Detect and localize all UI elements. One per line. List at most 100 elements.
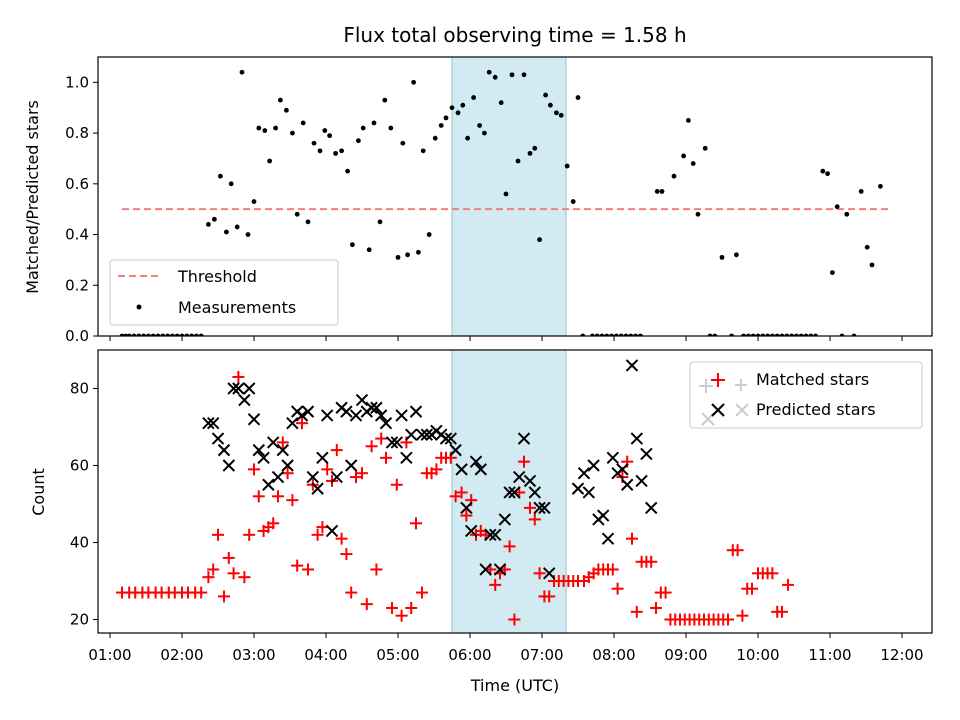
measurement-point: [388, 125, 394, 131]
predicted-point: [528, 486, 542, 499]
matched-point: [252, 490, 265, 503]
predicted-point: [512, 470, 526, 484]
measurement-point: [432, 135, 438, 141]
predicted-point: [276, 443, 290, 457]
measurement-point: [825, 171, 830, 177]
measurement-point: [558, 112, 564, 118]
predicted-point: [320, 409, 334, 422]
matched-point: [316, 521, 329, 534]
top-ytick-label: 1.0: [65, 73, 89, 91]
legend-predicted-swatch: [701, 403, 749, 426]
measurement-point: [515, 158, 521, 164]
measurement-point: [690, 161, 696, 166]
top-ytick-label: 0.4: [65, 226, 89, 244]
measurement-point: [543, 92, 548, 98]
predicted-point: [420, 428, 434, 441]
predicted-point: [227, 382, 240, 395]
matched-point: [430, 463, 443, 476]
measurement-point: [360, 125, 366, 131]
predicted-point: [400, 451, 413, 465]
measurement-point: [449, 105, 455, 111]
legend-matched-swatch: [699, 373, 747, 393]
predicted-point: [640, 447, 653, 461]
predicted-point: [449, 443, 462, 457]
measurement-point: [284, 107, 289, 113]
matched-point: [202, 571, 215, 584]
bottom-plot-layer: [116, 359, 794, 626]
predicted-point: [211, 432, 225, 445]
measurement-point: [820, 168, 826, 174]
predicted-point: [266, 436, 280, 449]
top-legend-box: [109, 259, 339, 326]
predicted-point: [365, 401, 378, 414]
matched-point: [626, 532, 638, 545]
predicted-point: [409, 405, 423, 418]
measurement-point: [844, 211, 850, 217]
predicted-point: [232, 382, 245, 395]
predicted-point: [262, 478, 275, 491]
predicted-point: [498, 513, 512, 526]
legend-predicted-label: Predicted stars: [756, 400, 876, 419]
measurement-point: [702, 145, 708, 151]
measurement-point: [377, 219, 383, 225]
matched-point: [375, 432, 388, 445]
measurement-point: [654, 189, 660, 194]
matched-point: [736, 609, 749, 622]
predicted-point: [469, 455, 483, 468]
measurement-point: [564, 163, 570, 169]
measurement-point: [395, 254, 401, 260]
matched-point: [232, 370, 245, 383]
measurement-point: [382, 97, 388, 103]
top-ytick-label: 0.0: [65, 327, 89, 345]
measurement-point: [256, 125, 262, 131]
matched-point: [766, 567, 779, 580]
predicted-point: [340, 405, 353, 418]
measurement-point: [503, 191, 509, 197]
measurement-point: [212, 216, 217, 222]
measurement-point: [471, 95, 476, 100]
bottom-xtick-label: 06:00: [448, 646, 491, 664]
predicted-point: [330, 470, 344, 484]
legend-threshold-label: Threshold: [177, 267, 257, 286]
measurement-point: [548, 102, 553, 108]
predicted-point: [206, 416, 220, 430]
predicted-point: [620, 478, 634, 491]
predicted-point: [281, 459, 294, 472]
predicted-point: [217, 443, 231, 457]
matched-point: [296, 417, 308, 430]
predicted-point: [606, 451, 620, 465]
matched-point: [645, 555, 658, 568]
matched-point: [276, 436, 289, 449]
bottom-xtick-label: 09:00: [664, 646, 707, 664]
measurement-point: [267, 158, 272, 164]
predicted-point: [316, 451, 329, 465]
figure-title: Flux total observing time = 1.58 h: [343, 23, 686, 47]
predicted-point: [404, 428, 418, 441]
predicted-point: [390, 436, 404, 449]
matched-point: [416, 586, 428, 599]
top-ytick-label: 0.2: [65, 276, 89, 294]
predicted-point: [379, 416, 393, 430]
predicted-point: [301, 405, 315, 418]
predicted-point: [257, 451, 270, 465]
matched-point: [340, 548, 353, 561]
bottom-xtick-label: 04:00: [304, 646, 347, 664]
predicted-point: [630, 432, 644, 445]
bottom-xtick-label: 02:00: [160, 646, 203, 664]
predicted-point: [349, 409, 363, 422]
measurement-point: [734, 252, 739, 258]
top-xticks: [109, 336, 903, 341]
predicted-point: [601, 532, 615, 545]
matched-point: [370, 563, 383, 576]
measurement-point: [300, 120, 306, 126]
predicted-point: [488, 528, 502, 542]
matched-point: [395, 609, 408, 622]
measurement-point: [400, 140, 406, 146]
measurement-point: [322, 128, 328, 133]
measurement-point: [411, 79, 416, 85]
predicted-point: [325, 524, 339, 538]
measurement-point: [339, 148, 344, 154]
predicted-point: [587, 459, 600, 472]
measurement-point: [554, 110, 559, 116]
